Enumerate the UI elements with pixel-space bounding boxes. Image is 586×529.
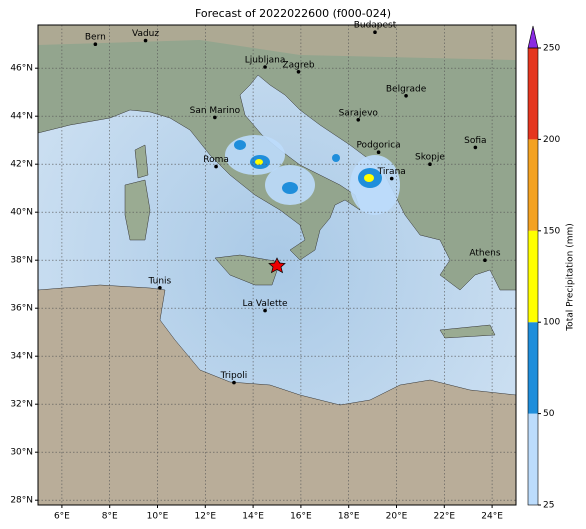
- colorbar-tick-label: 200: [543, 135, 560, 145]
- city-point: [428, 162, 432, 166]
- colorbar-segment: [528, 139, 538, 231]
- x-tick-label: 14°E: [242, 512, 264, 522]
- colorbar-tick-label: 150: [543, 226, 560, 236]
- colorbar-extend: [527, 25, 539, 49]
- city-point: [404, 94, 408, 98]
- colorbar-segment: [528, 48, 538, 140]
- y-tick-label: 38°N: [10, 256, 33, 266]
- city-label: Podgorica: [356, 141, 400, 151]
- city-label: Vaduz: [132, 29, 159, 39]
- city-label: Tunis: [148, 276, 172, 286]
- colorbar-segment: [528, 413, 538, 505]
- colorbar-frame: [527, 47, 539, 506]
- city-label: Roma: [203, 155, 229, 165]
- city-label: San Marino: [190, 106, 241, 116]
- city-label: Bern: [85, 33, 106, 43]
- colorbar-segment: [528, 230, 538, 323]
- city-point: [263, 65, 267, 69]
- city-label: Tripoli: [220, 371, 248, 381]
- y-tick-label: 30°N: [10, 448, 33, 458]
- colorbar-tick-label: 25: [543, 501, 554, 511]
- city-label: Sofia: [464, 136, 486, 146]
- colorbar-segment: [528, 322, 538, 414]
- y-tick-label: 32°N: [10, 400, 33, 410]
- x-tick-label: 20°E: [386, 512, 408, 522]
- city-label: Zagreb: [282, 60, 314, 70]
- colorbar-label: Total Precipitation (mm): [566, 223, 576, 332]
- city-label: Budapest: [354, 21, 397, 31]
- city-point: [143, 38, 148, 43]
- y-tick-label: 44°N: [10, 112, 33, 122]
- city-point: [232, 380, 236, 385]
- colorbar-tick-label: 50: [543, 409, 555, 419]
- map-frame: [37, 24, 517, 506]
- city-point: [373, 30, 377, 34]
- city-label: Ljubljana: [245, 56, 286, 66]
- city-label: Skopje: [415, 153, 445, 163]
- x-tick-label: 6°E: [54, 512, 70, 522]
- city-point: [356, 118, 361, 122]
- city-point: [473, 145, 478, 150]
- y-tick-label: 28°N: [10, 496, 33, 506]
- y-tick-label: 42°N: [10, 160, 33, 170]
- y-tick-label: 36°N: [10, 304, 33, 314]
- x-tick-label: 16°E: [290, 512, 312, 522]
- y-tick-label: 40°N: [10, 208, 33, 218]
- city-point: [389, 176, 394, 181]
- x-tick-label: 12°E: [194, 512, 216, 522]
- city-point: [158, 286, 162, 290]
- city-label: Athens: [469, 249, 500, 259]
- city-point: [93, 42, 98, 46]
- city-label: Sarajevo: [339, 108, 379, 118]
- x-tick-label: 24°E: [481, 512, 503, 522]
- city-point: [213, 115, 217, 120]
- x-tick-label: 10°E: [147, 512, 169, 522]
- city-label: Belgrade: [386, 84, 427, 94]
- city-point: [376, 150, 381, 154]
- colorbar-tick-label: 100: [543, 318, 560, 328]
- city-point: [296, 70, 301, 74]
- city-label: Tirana: [377, 167, 406, 177]
- y-tick-label: 34°N: [10, 352, 33, 362]
- city-point: [263, 308, 267, 313]
- chart-title: Forecast of 2022022600 (f000-024): [195, 7, 391, 20]
- city-point: [483, 258, 487, 263]
- city-label: La Valette: [243, 299, 288, 309]
- x-tick-label: 22°E: [433, 512, 455, 522]
- x-tick-label: 18°E: [338, 512, 360, 522]
- colorbar-tick-label: 250: [543, 44, 560, 54]
- y-tick-label: 46°N: [10, 64, 33, 74]
- city-point: [214, 164, 218, 169]
- map-background: [38, 25, 516, 505]
- x-tick-label: 8°E: [102, 512, 118, 522]
